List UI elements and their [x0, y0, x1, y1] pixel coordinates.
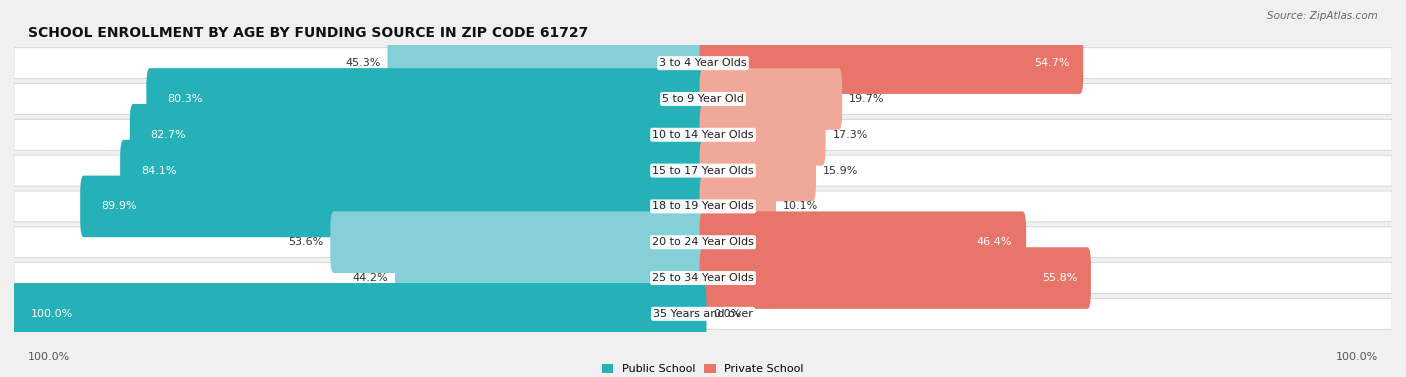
Text: 35 Years and over: 35 Years and over — [652, 309, 754, 319]
FancyBboxPatch shape — [129, 104, 706, 166]
FancyBboxPatch shape — [14, 84, 1392, 114]
FancyBboxPatch shape — [146, 68, 706, 130]
FancyBboxPatch shape — [700, 140, 815, 201]
Text: 18 to 19 Year Olds: 18 to 19 Year Olds — [652, 201, 754, 211]
FancyBboxPatch shape — [330, 211, 706, 273]
FancyBboxPatch shape — [14, 155, 1392, 186]
Text: 100.0%: 100.0% — [31, 309, 73, 319]
Text: 10 to 14 Year Olds: 10 to 14 Year Olds — [652, 130, 754, 140]
Text: 15 to 17 Year Olds: 15 to 17 Year Olds — [652, 166, 754, 176]
Text: 46.4%: 46.4% — [977, 237, 1012, 247]
Text: 25 to 34 Year Olds: 25 to 34 Year Olds — [652, 273, 754, 283]
Text: 84.1%: 84.1% — [141, 166, 176, 176]
FancyBboxPatch shape — [395, 247, 706, 309]
Text: 15.9%: 15.9% — [823, 166, 858, 176]
Text: 89.9%: 89.9% — [101, 201, 136, 211]
Text: 20 to 24 Year Olds: 20 to 24 Year Olds — [652, 237, 754, 247]
Text: SCHOOL ENROLLMENT BY AGE BY FUNDING SOURCE IN ZIP CODE 61727: SCHOOL ENROLLMENT BY AGE BY FUNDING SOUR… — [28, 26, 588, 40]
FancyBboxPatch shape — [14, 120, 1392, 150]
FancyBboxPatch shape — [700, 68, 842, 130]
FancyBboxPatch shape — [14, 191, 1392, 222]
FancyBboxPatch shape — [388, 32, 706, 94]
Legend: Public School, Private School: Public School, Private School — [599, 361, 807, 377]
Text: 82.7%: 82.7% — [150, 130, 186, 140]
FancyBboxPatch shape — [14, 299, 1392, 329]
FancyBboxPatch shape — [11, 283, 706, 345]
FancyBboxPatch shape — [700, 32, 1083, 94]
FancyBboxPatch shape — [14, 48, 1392, 78]
FancyBboxPatch shape — [14, 227, 1392, 257]
FancyBboxPatch shape — [80, 176, 706, 237]
Text: Source: ZipAtlas.com: Source: ZipAtlas.com — [1267, 11, 1378, 21]
Text: 3 to 4 Year Olds: 3 to 4 Year Olds — [659, 58, 747, 68]
FancyBboxPatch shape — [700, 211, 1026, 273]
FancyBboxPatch shape — [700, 176, 776, 237]
Text: 44.2%: 44.2% — [353, 273, 388, 283]
Text: 0.0%: 0.0% — [713, 309, 741, 319]
Text: 5 to 9 Year Old: 5 to 9 Year Old — [662, 94, 744, 104]
FancyBboxPatch shape — [120, 140, 706, 201]
Text: 53.6%: 53.6% — [288, 237, 323, 247]
FancyBboxPatch shape — [700, 104, 825, 166]
FancyBboxPatch shape — [700, 247, 1091, 309]
Text: 17.3%: 17.3% — [832, 130, 868, 140]
Text: 10.1%: 10.1% — [783, 201, 818, 211]
Text: 80.3%: 80.3% — [167, 94, 202, 104]
Text: 54.7%: 54.7% — [1033, 58, 1070, 68]
Text: 55.8%: 55.8% — [1042, 273, 1077, 283]
FancyBboxPatch shape — [14, 263, 1392, 293]
Text: 100.0%: 100.0% — [1336, 352, 1378, 362]
Text: 45.3%: 45.3% — [346, 58, 381, 68]
Text: 100.0%: 100.0% — [28, 352, 70, 362]
Text: 19.7%: 19.7% — [849, 94, 884, 104]
